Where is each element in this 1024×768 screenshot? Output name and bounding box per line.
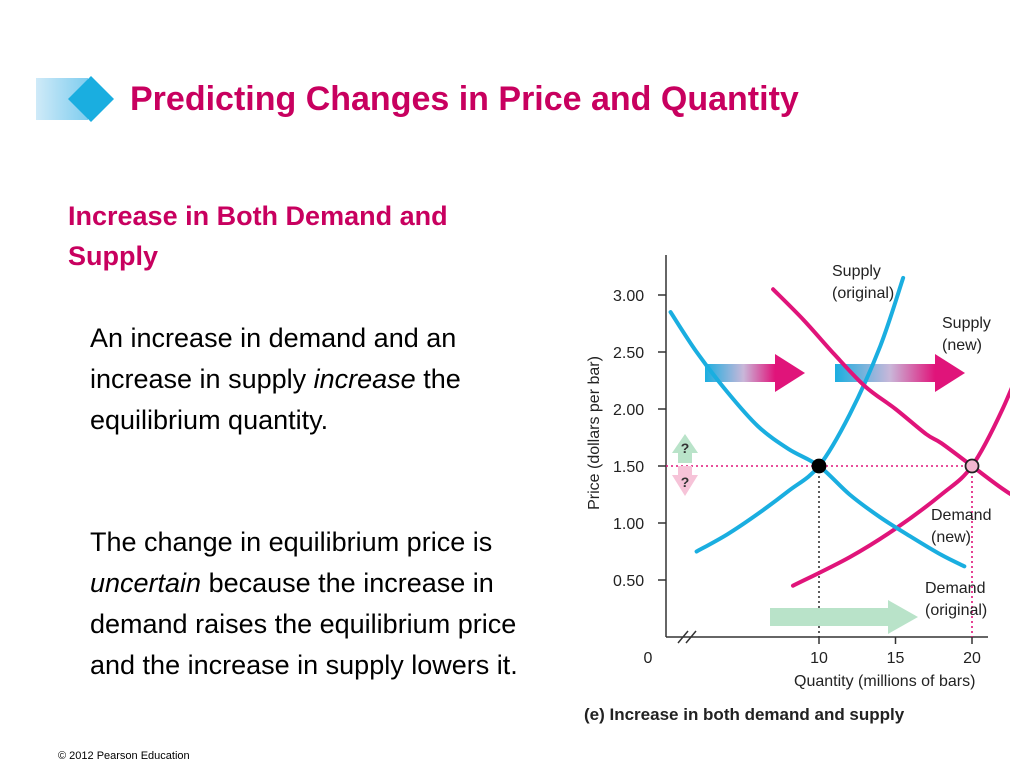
title-diamond-decoration [36, 76, 114, 122]
copyright-notice: © 2012 Pearson Education [58, 750, 190, 762]
equilibrium-original-point [811, 458, 827, 474]
y-axis-label: Price (dollars per bar) [586, 356, 603, 510]
slide-title: Predicting Changes in Price and Quantity [130, 80, 799, 118]
chart-caption: (e) Increase in both demand and supply [584, 705, 905, 724]
demand-shift-arrow [705, 354, 805, 392]
y-tick-label: 3.00 [613, 288, 644, 305]
uncertain-mark-down: ? [681, 474, 690, 490]
y-tick-label: 2.50 [613, 345, 644, 362]
supply-shift-arrow [835, 354, 965, 392]
x-tick-label: 15 [887, 650, 905, 667]
y-tick-label: 2.00 [613, 402, 644, 419]
origin-label: 0 [644, 650, 653, 667]
x-axis-label: Quantity (millions of bars) [794, 673, 975, 690]
paragraph-2-rest: because the increase in demand raises th… [90, 568, 518, 680]
uncertain-mark-up: ? [681, 440, 690, 456]
supply-new-curve [790, 387, 1010, 588]
x-tick-label: 10 [810, 650, 828, 667]
paragraph-2-emphasis: uncertain [90, 568, 202, 598]
demand-original-label: Demand (original) [925, 580, 990, 619]
x-tick-label: 20 [963, 650, 981, 667]
axis-break-mark [677, 630, 689, 644]
supply-new-label: Supply (new) [942, 315, 995, 354]
supply-demand-chart: Price (dollars per bar) 0.50 1.00 1.50 2.00… [584, 255, 1010, 724]
y-tick-label: 0.50 [613, 573, 644, 590]
paragraph-1-emphasis: increase [313, 364, 416, 394]
supply-original-label: Supply (original) [832, 263, 894, 302]
supply-original-curve [694, 275, 906, 554]
demand-new-curve [771, 287, 1010, 497]
price-uncertainty-arrows [672, 434, 698, 496]
slide-subheading: Increase in Both Demand and Supply [68, 201, 448, 271]
demand-original-curve [668, 310, 967, 569]
paragraph-quantity-effect: An increase in demand and an increase in… [90, 318, 530, 441]
paragraph-price-effect: The change in equilibrium price is uncer… [90, 522, 560, 686]
y-tick-label: 1.00 [613, 516, 644, 533]
equilibrium-new-point [964, 458, 980, 474]
paragraph-1-rest: the equilibrium quantity. [90, 364, 461, 435]
demand-new-label: Demand (new) [931, 507, 996, 546]
y-tick-label: 1.50 [613, 459, 644, 476]
axis-break-mark [685, 630, 697, 644]
paragraph-1-text: An increase in demand and an increase in… [90, 323, 457, 394]
quantity-increase-arrow [770, 600, 918, 634]
paragraph-2-text: The change in equilibrium price is [90, 527, 493, 557]
